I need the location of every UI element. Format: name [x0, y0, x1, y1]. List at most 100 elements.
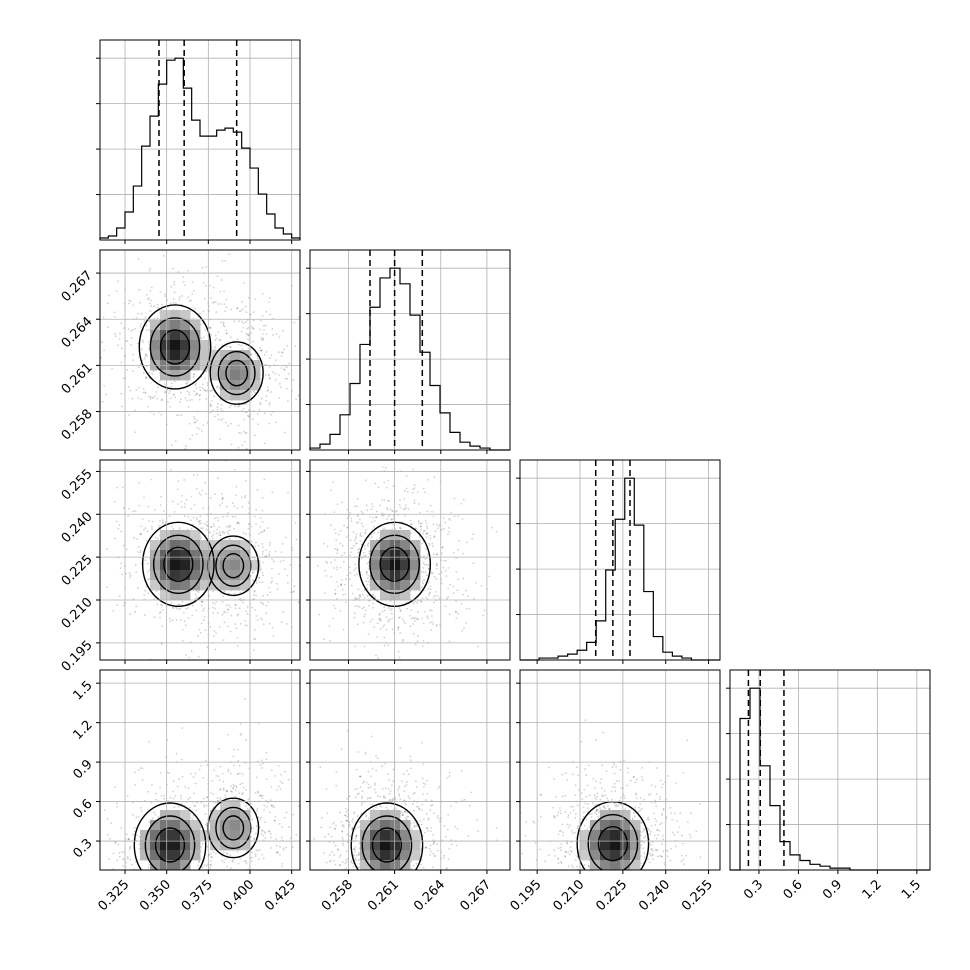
sample-point — [198, 523, 201, 525]
sample-point — [371, 803, 374, 806]
sample-point — [358, 847, 361, 850]
sample-point — [348, 825, 351, 828]
sample-point — [340, 584, 342, 586]
sample-point — [207, 909, 209, 911]
sample-point — [132, 353, 135, 356]
sample-point — [436, 527, 439, 530]
density-cell — [180, 350, 191, 361]
sample-point — [283, 369, 286, 371]
sample-point — [164, 391, 167, 394]
sample-point — [238, 607, 241, 610]
sample-point — [380, 931, 382, 933]
sample-point — [367, 817, 370, 820]
sample-point — [153, 305, 155, 308]
sample-point — [366, 797, 369, 800]
density-cell — [220, 810, 231, 821]
sample-point — [147, 866, 150, 869]
sample-point — [177, 672, 179, 674]
sample-point — [360, 775, 362, 778]
sample-point — [227, 512, 230, 514]
sample-point — [270, 391, 272, 393]
sample-point — [411, 924, 413, 926]
sample-point — [361, 593, 364, 596]
sample-point — [348, 795, 351, 798]
sample-point — [372, 505, 374, 508]
density-cell — [370, 840, 381, 851]
sample-point — [239, 772, 241, 775]
sample-point — [168, 872, 170, 874]
sample-point — [237, 521, 240, 524]
sample-point — [209, 792, 212, 794]
sample-point — [265, 310, 268, 313]
sample-point — [283, 348, 286, 351]
sample-point — [421, 580, 424, 583]
sample-point — [197, 910, 199, 912]
sample-point — [194, 909, 196, 911]
sample-point — [422, 639, 425, 642]
sample-point — [190, 299, 192, 302]
sample-point — [141, 873, 143, 875]
sample-point — [405, 897, 407, 899]
sample-point — [205, 871, 207, 873]
sample-point — [369, 515, 371, 518]
sample-point — [130, 337, 133, 339]
sample-point — [246, 902, 248, 904]
sample-point — [659, 779, 662, 782]
sample-point — [252, 328, 255, 330]
sample-point — [200, 622, 203, 625]
density-cell — [370, 570, 381, 581]
sample-point — [335, 771, 338, 774]
sample-point — [372, 594, 374, 597]
sample-point — [226, 875, 228, 877]
density-cell — [230, 830, 241, 841]
sample-point — [438, 524, 441, 527]
sample-point — [358, 907, 360, 909]
sample-point — [374, 874, 376, 876]
sample-point — [339, 610, 342, 612]
sample-point — [408, 614, 411, 617]
sample-point — [359, 534, 362, 537]
sample-point — [409, 910, 411, 912]
sample-point — [263, 442, 266, 445]
sample-point — [372, 606, 374, 609]
sample-point — [420, 600, 423, 603]
sample-point — [222, 322, 225, 325]
sample-point — [191, 292, 194, 295]
sample-point — [202, 797, 205, 800]
sample-point — [370, 508, 373, 511]
sample-point — [425, 525, 428, 527]
sample-point — [164, 293, 166, 295]
sample-point — [170, 469, 173, 471]
sample-point — [265, 351, 268, 353]
sample-point — [670, 812, 673, 814]
sample-point — [182, 892, 184, 894]
sample-point — [359, 596, 362, 598]
sample-point — [385, 806, 388, 809]
sample-point — [387, 607, 390, 610]
sample-point — [122, 864, 124, 867]
sample-point — [187, 296, 190, 299]
sample-point — [367, 783, 370, 786]
sample-point — [264, 832, 267, 834]
sample-point — [385, 486, 388, 489]
sample-point — [403, 490, 406, 492]
sample-point — [437, 595, 439, 597]
density-cell — [380, 830, 391, 841]
density-cell — [240, 810, 251, 821]
sample-point — [355, 533, 358, 536]
sample-point — [215, 632, 217, 635]
sample-point — [259, 349, 262, 352]
sample-point — [399, 911, 401, 913]
sample-point — [230, 785, 232, 788]
sample-point — [397, 874, 399, 876]
sample-point — [424, 610, 427, 613]
sample-point — [435, 562, 438, 565]
sample-point — [315, 545, 317, 547]
sample-point — [332, 841, 335, 844]
sample-point — [362, 870, 364, 872]
sample-point — [156, 386, 159, 389]
sample-point — [294, 522, 297, 524]
sample-point — [227, 424, 229, 427]
sample-point — [114, 537, 116, 540]
sample-point — [437, 849, 439, 852]
